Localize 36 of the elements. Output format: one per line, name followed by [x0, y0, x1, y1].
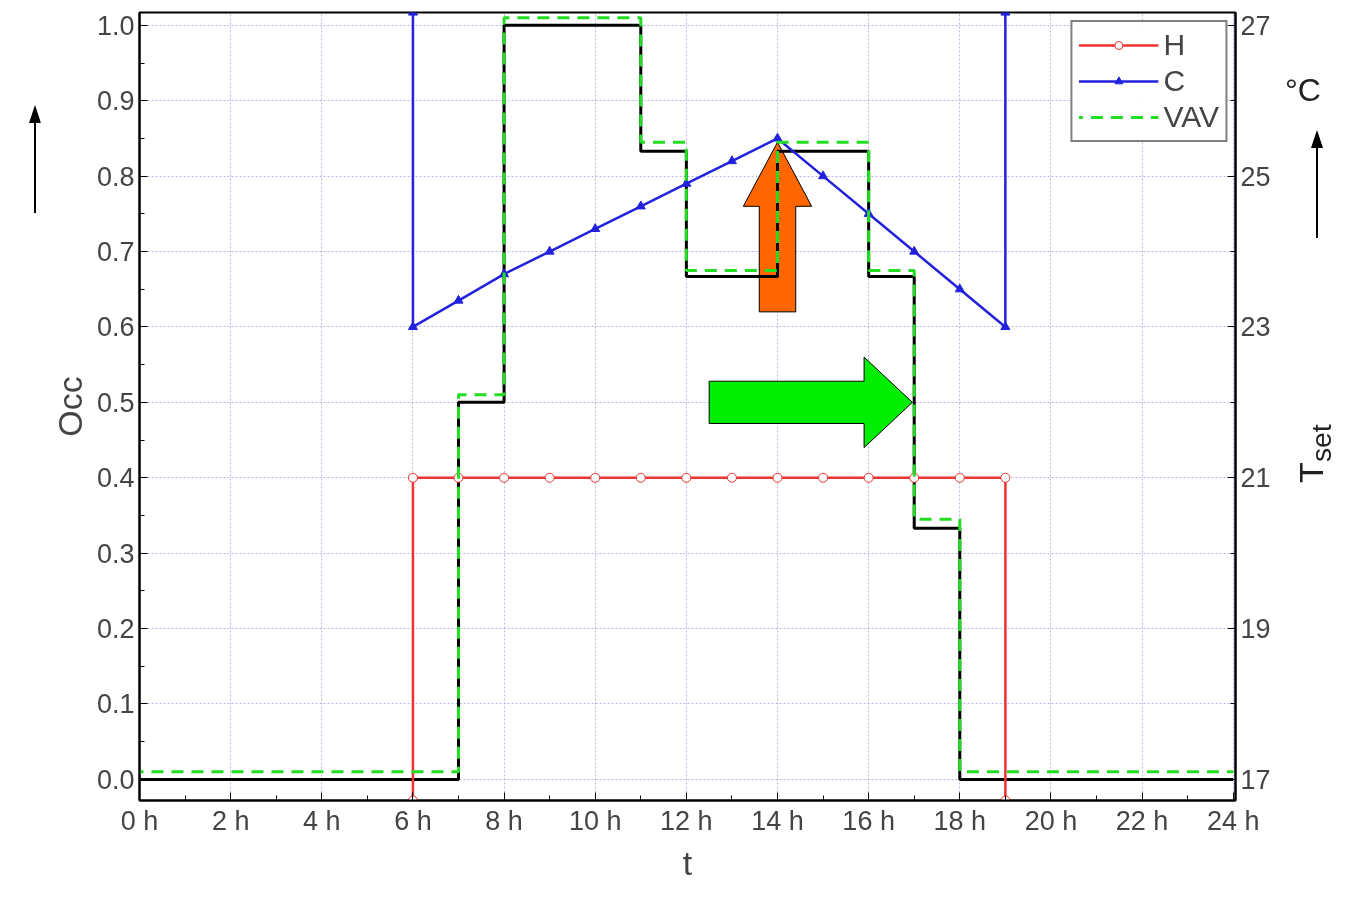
- legend-label: H: [1163, 28, 1186, 62]
- x-tick-label: 8 h: [485, 805, 523, 836]
- text: °C: [1285, 72, 1321, 109]
- y-tick-label: 0.0: [96, 764, 135, 795]
- x-tick-label: 20 h: [1024, 805, 1078, 836]
- y2-tick-label: 23: [1240, 312, 1271, 343]
- x-tick-label: 24 h: [1206, 805, 1260, 836]
- x-tick-label: 0 h: [120, 805, 159, 836]
- y2-tick-label: 19: [1240, 614, 1271, 645]
- x-tick-label: 18 h: [933, 805, 987, 836]
- x-tick-label: 22 h: [1115, 805, 1169, 836]
- y-tick-label: 0.2: [96, 614, 135, 645]
- x-tick-label: 14 h: [751, 805, 804, 836]
- y-axis-title: Occ: [50, 376, 89, 437]
- y2-tick-label: 25: [1240, 161, 1271, 192]
- y-tick-label: 0.6: [96, 312, 135, 343]
- x-axis-title: t: [682, 843, 693, 882]
- y-tick-label: 0.5: [96, 387, 135, 418]
- y-tick-label: 0.7: [96, 237, 135, 268]
- y2-tick-label: 17: [1240, 764, 1271, 795]
- y2-tick-label: 21: [1240, 463, 1271, 494]
- y-tick-label: 1.0: [96, 10, 135, 41]
- x-tick-label: 6 h: [394, 805, 432, 836]
- legend-label: VAV: [1163, 100, 1219, 134]
- y-tick-label: 0.3: [96, 538, 135, 569]
- y-tick-label: 0.9: [96, 86, 135, 117]
- x-tick-label: 10 h: [568, 805, 622, 836]
- x-tick-label: 4 h: [303, 805, 341, 836]
- y-tick-label: 0.1: [96, 689, 135, 720]
- x-tick-label: 16 h: [842, 805, 895, 836]
- x-tick-label: 2 h: [211, 805, 250, 836]
- legend-label: C: [1163, 64, 1186, 98]
- y-tick-label: 0.4: [96, 463, 135, 494]
- y2-tick-label: 27: [1240, 10, 1271, 41]
- x-tick-label: 12 h: [660, 805, 713, 836]
- y-tick-label: 0.8: [96, 161, 135, 192]
